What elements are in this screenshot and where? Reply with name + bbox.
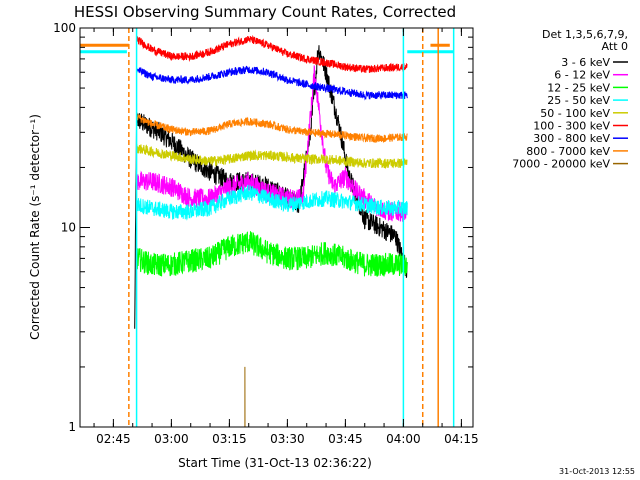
- legend-label-7: 800 - 7000 keV: [526, 145, 610, 158]
- legend-label-0: 3 - 6 keV: [561, 56, 610, 69]
- generation-timestamp: 31-Oct-2013 12:55: [559, 467, 635, 476]
- series-line-1: [136, 65, 408, 222]
- plot-frame: [79, 27, 474, 428]
- x-axis-label: Start Time (31-Oct-13 02:36:22): [178, 456, 372, 470]
- legend-label-8: 7000 - 20000 keV: [512, 158, 610, 171]
- x-tick-label-2: 03:15: [212, 432, 247, 446]
- legend-label-1: 6 - 12 keV: [554, 69, 610, 82]
- series-line-5: [136, 34, 408, 73]
- chart-title: HESSI Observing Summary Count Rates, Cor…: [74, 3, 456, 21]
- y-tick-label-2: 100: [53, 21, 76, 35]
- series-line-4: [136, 143, 408, 170]
- plot-series: [80, 34, 454, 428]
- x-tick-label-1: 03:00: [154, 432, 189, 446]
- y-tick-label-1: 10: [61, 221, 76, 235]
- axis-ticks: 02:45 03:00 03:15 03:30 03:45 04:00 04:15 1 10 10…: [53, 21, 479, 446]
- y-axis-label: Corrected Count Rate (s⁻¹ detector⁻¹): [28, 114, 42, 340]
- legend-label-2: 12 - 25 keV: [547, 81, 610, 94]
- vertical-markers: [128, 28, 455, 427]
- x-tick-label-0: 02:45: [96, 432, 131, 446]
- legend-label-4: 50 - 100 keV: [540, 107, 610, 120]
- series-line-3: [136, 184, 408, 221]
- series-line-7: [136, 113, 408, 144]
- legend-header-line-2: Att 0: [602, 40, 628, 53]
- series-line-2: [136, 231, 408, 277]
- legend-label-3: 25 - 50 keV: [547, 94, 610, 107]
- x-tick-label-3: 03:30: [270, 432, 305, 446]
- legend-label-5: 100 - 300 keV: [533, 120, 610, 133]
- legend-header-line-1: Det 1,3,5,6,7,9,: [542, 28, 628, 41]
- x-tick-label-4: 03:45: [328, 432, 363, 446]
- x-tick-label-5: 04:00: [386, 432, 421, 446]
- y-tick-label-0: 1: [68, 420, 76, 434]
- series-line-6: [136, 65, 408, 101]
- x-tick-label-6: 04:15: [444, 432, 479, 446]
- legend-label-6: 300 - 800 keV: [533, 132, 610, 145]
